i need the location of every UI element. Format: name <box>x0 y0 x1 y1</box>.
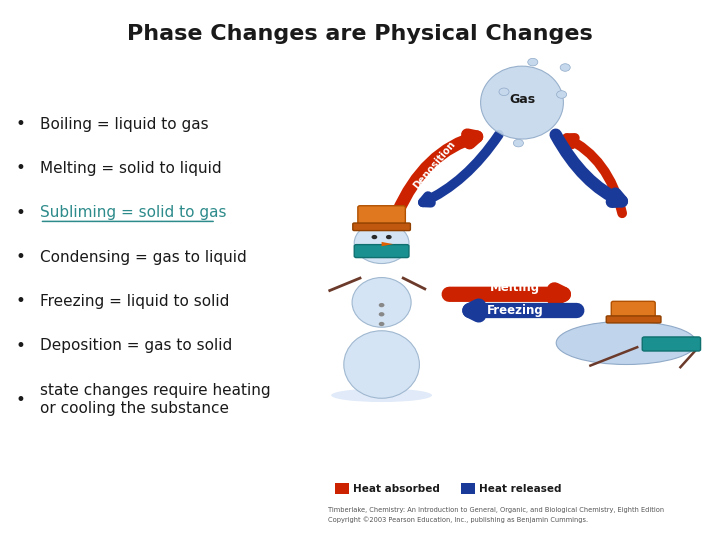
Text: Condensation: Condensation <box>623 121 678 187</box>
Circle shape <box>557 91 567 98</box>
Text: Sublimation: Sublimation <box>385 120 436 177</box>
Bar <box>335 483 349 494</box>
Ellipse shape <box>481 66 564 139</box>
Text: Melting: Melting <box>490 281 540 294</box>
Text: Freezing: Freezing <box>487 304 543 317</box>
Ellipse shape <box>344 330 420 399</box>
Text: Boiling = liquid to gas: Boiling = liquid to gas <box>40 117 208 132</box>
Bar <box>461 483 475 494</box>
Text: Subliming = solid to gas: Subliming = solid to gas <box>40 205 226 220</box>
Text: •: • <box>16 115 26 133</box>
Circle shape <box>499 88 509 96</box>
Text: Heat absorbed: Heat absorbed <box>353 484 440 494</box>
Circle shape <box>513 139 523 147</box>
Text: Gas: Gas <box>509 93 535 106</box>
Text: •: • <box>16 390 26 409</box>
Text: •: • <box>16 159 26 178</box>
Polygon shape <box>382 242 393 246</box>
Ellipse shape <box>352 278 411 327</box>
Text: •: • <box>16 204 26 222</box>
Text: Deposition: Deposition <box>411 139 457 191</box>
Text: •: • <box>16 336 26 355</box>
Text: Vaporization: Vaporization <box>596 118 647 179</box>
FancyBboxPatch shape <box>358 206 405 230</box>
Circle shape <box>386 235 392 239</box>
Circle shape <box>379 312 384 316</box>
Text: state changes require heating
or cooling the substance: state changes require heating or cooling… <box>40 383 270 416</box>
Circle shape <box>354 222 409 264</box>
Ellipse shape <box>557 321 697 365</box>
Text: Deposition = gas to solid: Deposition = gas to solid <box>40 338 232 353</box>
FancyBboxPatch shape <box>353 223 410 231</box>
Circle shape <box>528 58 538 66</box>
Text: •: • <box>16 292 26 310</box>
Text: Freezing = liquid to solid: Freezing = liquid to solid <box>40 294 229 309</box>
FancyBboxPatch shape <box>354 245 409 258</box>
Circle shape <box>379 322 384 326</box>
Text: Heat released: Heat released <box>479 484 562 494</box>
FancyBboxPatch shape <box>611 301 655 322</box>
FancyBboxPatch shape <box>642 337 701 351</box>
Ellipse shape <box>331 389 432 402</box>
Text: Copyright ©2003 Pearson Education, Inc., publishing as Benjamin Cummings.: Copyright ©2003 Pearson Education, Inc.,… <box>328 516 588 523</box>
Circle shape <box>379 303 384 307</box>
Circle shape <box>372 235 377 239</box>
FancyBboxPatch shape <box>606 316 661 323</box>
Text: Timberlake, Chemistry: An Introduction to General, Organic, and Biological Chemi: Timberlake, Chemistry: An Introduction t… <box>328 507 664 512</box>
Text: Melting = solid to liquid: Melting = solid to liquid <box>40 161 221 176</box>
Text: Phase Changes are Physical Changes: Phase Changes are Physical Changes <box>127 24 593 44</box>
Text: •: • <box>16 248 26 266</box>
Circle shape <box>560 64 570 71</box>
Text: Condensing = gas to liquid: Condensing = gas to liquid <box>40 249 246 265</box>
